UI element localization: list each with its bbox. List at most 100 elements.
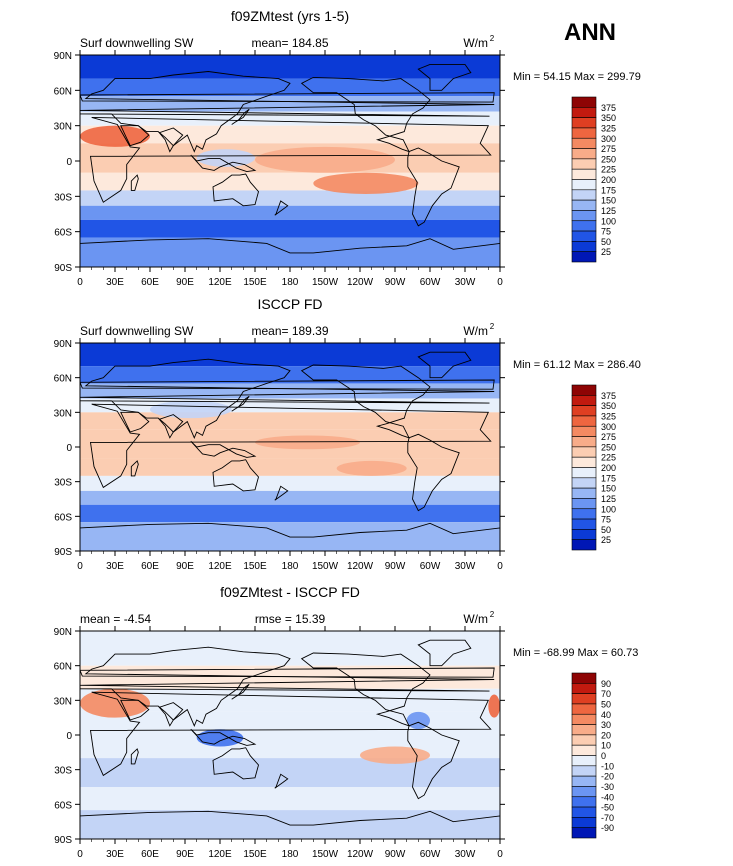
x-tick-label: 120W: [347, 277, 374, 288]
field-band: [80, 504, 500, 523]
colorbar-label: 90: [601, 679, 611, 689]
colorbar-cell: [571, 199, 597, 211]
colorbar-label: 50: [601, 699, 611, 709]
colorbar-label: 0: [601, 751, 606, 761]
panel-units: W/m: [463, 324, 488, 338]
colorbar-label: 70: [601, 689, 611, 699]
y-tick-label: 30N: [54, 408, 72, 419]
colorbar-label: 100: [601, 504, 616, 514]
coastline: [300, 364, 431, 439]
panel-units-sup: 2: [490, 34, 495, 43]
panel-center-label: mean= 184.85: [251, 36, 328, 50]
field-anomaly: [360, 746, 430, 764]
panel-minmax: Min = -68.99 Max = 60.73: [513, 647, 638, 659]
colorbar-cell: [571, 724, 597, 736]
colorbar-cell: [571, 189, 597, 201]
y-tick-label: 90S: [54, 547, 72, 558]
coastline: [80, 238, 500, 267]
colorbar-label: 100: [601, 216, 616, 226]
panel-title: f09ZMtest (yrs 1-5): [231, 8, 349, 24]
colorbar-cell: [571, 477, 597, 489]
coastline: [190, 154, 257, 173]
colorbar-label: 250: [601, 154, 616, 164]
colorbar-label: 150: [601, 196, 616, 206]
x-tick-label: 180: [282, 561, 299, 572]
colorbar-cell: [571, 734, 597, 746]
x-tick-label: 60E: [141, 277, 159, 288]
colorbar-label: 25: [601, 535, 611, 545]
coastline: [80, 379, 495, 390]
colorbar-cell: [571, 117, 597, 129]
colorbar-cell: [571, 168, 597, 180]
field-band: [80, 172, 500, 191]
y-tick-label: 30N: [54, 696, 72, 707]
y-tick-label: 90S: [54, 835, 72, 846]
field-anomaly: [196, 729, 244, 747]
colorbar-label: 275: [601, 432, 616, 442]
field-band: [80, 787, 500, 811]
field-band: [80, 55, 500, 79]
colorbar-label: 40: [601, 710, 611, 720]
colorbar-label: 50: [601, 237, 611, 247]
field-band: [80, 490, 500, 505]
x-tick-label: 180: [282, 849, 299, 860]
field-band: [80, 125, 500, 144]
coastline: [80, 92, 495, 103]
x-tick-label: 0: [497, 277, 503, 288]
y-tick-label: 0: [66, 731, 72, 742]
field-anomaly: [336, 460, 407, 476]
panel-left-label: Surf downwelling SW: [80, 324, 194, 338]
coastline: [80, 71, 495, 153]
x-tick-label: 60W: [420, 277, 441, 288]
coastline: [300, 76, 431, 153]
coastline: [130, 748, 139, 765]
coastline: [212, 747, 259, 780]
field-band: [80, 190, 500, 206]
panel-units-sup: 2: [490, 610, 495, 619]
coastline: [231, 395, 250, 412]
colorbar-cell: [571, 96, 597, 108]
colorbar-cell: [571, 446, 597, 458]
season-label: ANN: [564, 19, 616, 46]
colorbar-cell: [571, 158, 597, 170]
x-tick-label: 30E: [106, 561, 124, 572]
colorbar-label: -70: [601, 813, 614, 823]
colorbar-label: -20: [601, 772, 614, 782]
field-band: [80, 522, 500, 551]
coastline: [80, 667, 495, 678]
panel-title: ISCCP FD: [257, 296, 322, 312]
coastline: [89, 403, 492, 489]
coastline: [190, 728, 257, 746]
colorbar-label: 250: [601, 442, 616, 452]
colorbar-cell: [571, 817, 597, 828]
x-tick-label: 60E: [141, 849, 159, 860]
y-tick-label: 30S: [54, 192, 72, 203]
panel-center-label: mean= 189.39: [251, 324, 328, 338]
coastline: [130, 460, 139, 477]
y-tick-label: 60S: [54, 800, 72, 811]
field-anomaly: [488, 694, 500, 718]
x-tick-label: 0: [497, 849, 503, 860]
colorbar-cell: [571, 672, 597, 684]
coastline: [417, 351, 472, 379]
colorbar-label: -90: [601, 823, 614, 833]
coastline: [120, 125, 150, 147]
panel-title: f09ZMtest - ISCCP FD: [220, 584, 360, 600]
colorbar-label: 75: [601, 515, 611, 525]
colorbar-label: 125: [601, 494, 616, 504]
field-band: [80, 366, 500, 384]
map-panel: ISCCP FD Surf downwelling SW mean= 189.39 W…: [54, 296, 641, 572]
colorbar-cell: [571, 518, 597, 530]
colorbar-label: 25: [601, 247, 611, 257]
colorbar-label: -30: [601, 782, 614, 792]
colorbar-cell: [571, 436, 597, 448]
coastline: [231, 108, 250, 125]
y-tick-label: 90S: [54, 263, 72, 274]
colorbar-label: 375: [601, 103, 616, 113]
coastline: [190, 440, 257, 458]
coastline: [120, 699, 150, 721]
field-band: [80, 758, 500, 787]
coastline: [407, 147, 460, 227]
field-band: [80, 205, 500, 220]
